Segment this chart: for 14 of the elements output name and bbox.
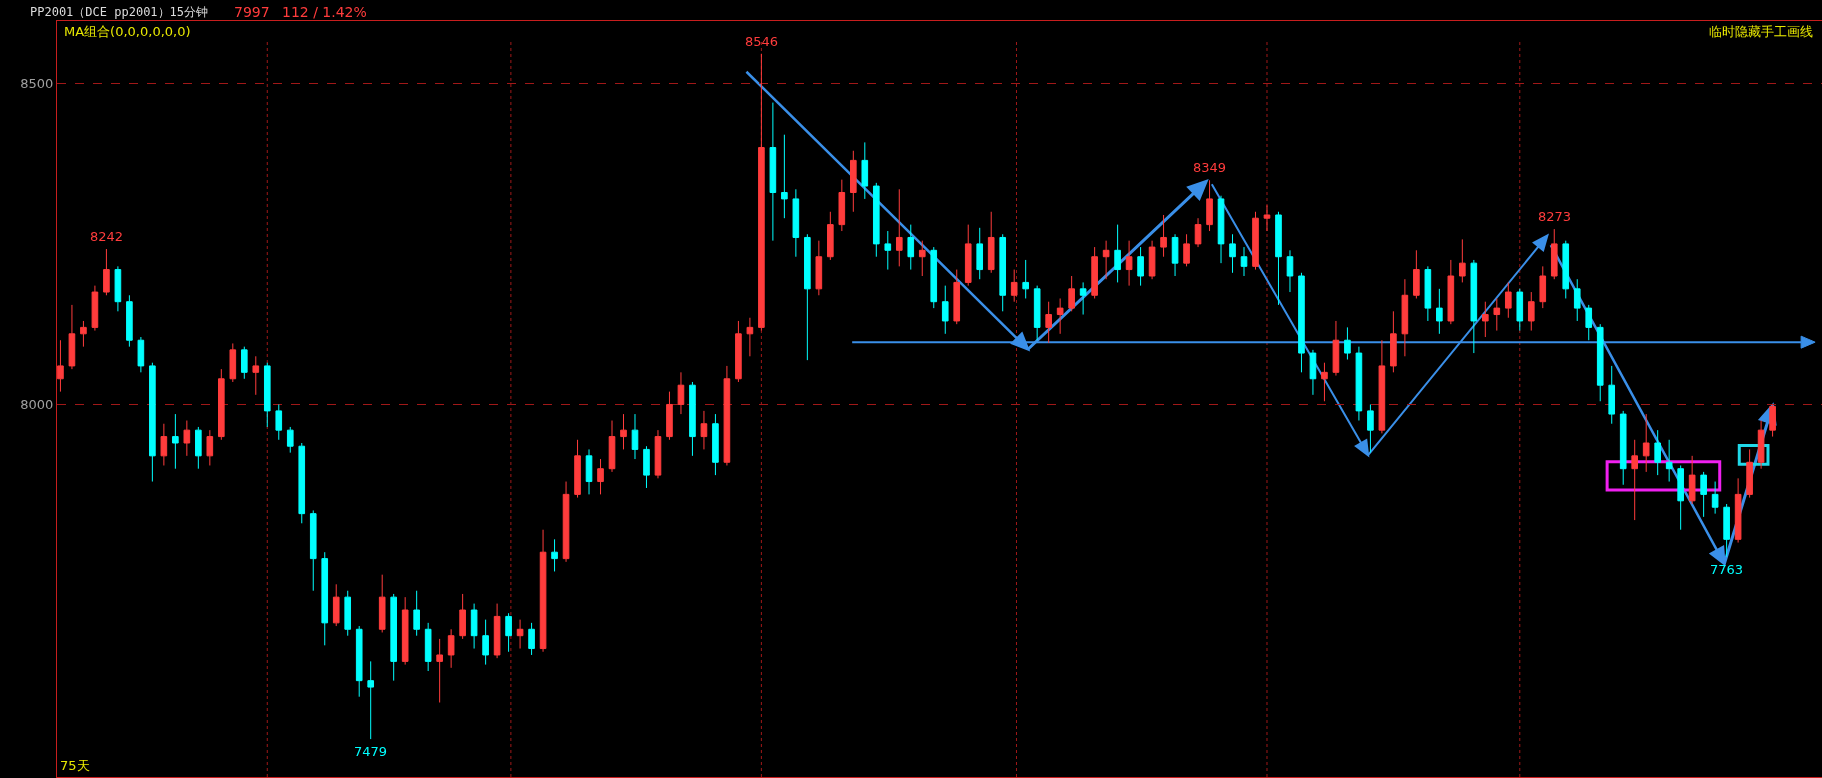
chart-title: PP2001（DCE pp2001）15分钟 bbox=[30, 5, 209, 20]
text: 7997 bbox=[234, 4, 270, 20]
annotation: MA组合(0,0,0,0,0,0) bbox=[64, 24, 191, 39]
annotation: 临时隐藏手工画线 bbox=[1709, 24, 1813, 39]
annotation: 8349 bbox=[1193, 160, 1227, 175]
annotation: 7763 bbox=[1710, 562, 1744, 577]
annotation: 8546 bbox=[745, 34, 779, 49]
y-tick-label: 8000 bbox=[20, 397, 54, 413]
annotation: 8273 bbox=[1538, 209, 1572, 224]
text: 112 / 1.42% bbox=[282, 4, 367, 20]
annotation: 8242 bbox=[90, 229, 124, 244]
y-tick-label: 8500 bbox=[20, 75, 54, 91]
annotation: 7479 bbox=[354, 744, 388, 759]
annotation: 75天 bbox=[60, 758, 90, 773]
